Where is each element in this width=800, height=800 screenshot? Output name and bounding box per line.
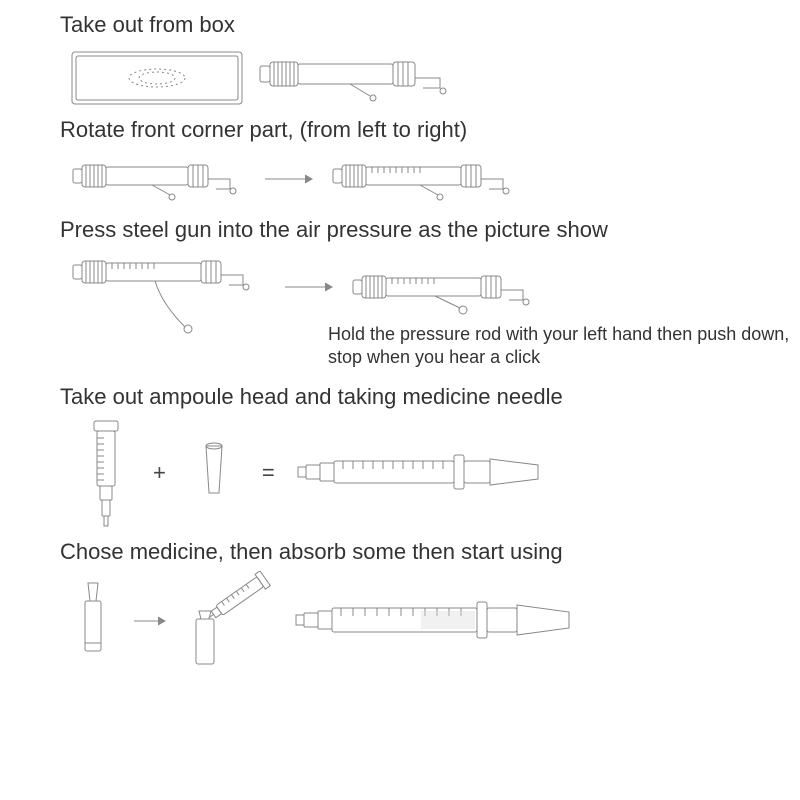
pen-closed-diagram [255,44,455,109]
step-4-diagrams: + = [60,416,800,531]
step-3-title: Press steel gun into the air pressure as… [60,217,800,243]
step-3-subtitle: Hold the pressure rod with your left han… [328,323,800,370]
step-3: Press steel gun into the air pressure as… [0,217,800,370]
step-2-diagrams [60,149,800,209]
step-2: Rotate front corner part, (from left to … [0,117,800,209]
step-1: Take out from box [0,12,800,109]
step-5-diagrams [60,571,800,671]
step-5-title: Chose medicine, then absorb some then st… [60,539,800,565]
cap-diagram [184,428,244,518]
box-diagram [70,44,245,109]
syringe-full-diagram [291,591,581,651]
vial-syringe-diagram [181,571,281,671]
syringe-assembled [293,443,553,503]
equals-symbol: = [254,460,283,486]
pen-lever-up [70,249,270,339]
pen-closed-2 [70,149,250,209]
pen-scale-diagram [330,149,530,209]
arrow-short-icon [131,596,171,646]
ampoule-vertical [80,416,135,531]
plus-symbol: + [145,460,174,486]
step-1-diagrams [60,44,800,109]
step-4: Take out ampoule head and taking medicin… [0,384,800,531]
arrow-icon-2 [280,269,340,319]
step-2-title: Rotate front corner part, (from left to … [60,117,800,143]
vial-diagram [66,573,121,668]
step-1-title: Take out from box [60,12,800,38]
step-5: Chose medicine, then absorb some then st… [0,539,800,671]
step-4-title: Take out ampoule head and taking medicin… [60,384,800,410]
arrow-icon [260,159,320,199]
pen-lever-down [350,264,550,324]
